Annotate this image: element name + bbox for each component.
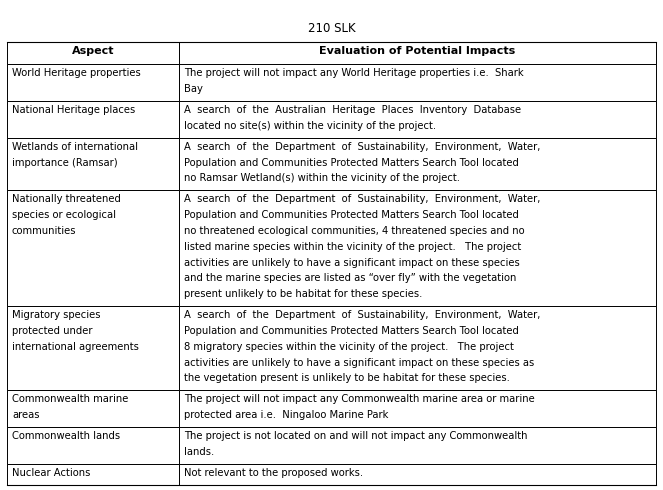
Bar: [179, 138, 656, 190]
Text: protected area i.e.  Ningaloo Marine Park: protected area i.e. Ningaloo Marine Park: [184, 410, 389, 420]
Text: the vegetation present is unlikely to be habitat for these species.: the vegetation present is unlikely to be…: [184, 373, 510, 383]
Bar: [179, 427, 656, 464]
Text: A  search  of  the  Department  of  Sustainability,  Environment,  Water,: A search of the Department of Sustainabi…: [184, 310, 540, 320]
Bar: [7, 101, 179, 138]
Text: areas: areas: [12, 410, 39, 420]
Text: activities are unlikely to have a significant impact on these species: activities are unlikely to have a signif…: [184, 258, 520, 268]
Text: no Ramsar Wetland(s) within the vicinity of the project.: no Ramsar Wetland(s) within the vicinity…: [184, 173, 460, 183]
Bar: [7, 306, 179, 391]
Bar: [7, 64, 179, 101]
Text: A  search  of  the  Department  of  Sustainability,  Environment,  Water,: A search of the Department of Sustainabi…: [184, 142, 540, 152]
Text: Commonwealth lands: Commonwealth lands: [12, 431, 120, 441]
Bar: [7, 190, 179, 306]
Text: Commonwealth marine: Commonwealth marine: [12, 394, 129, 404]
Text: listed marine species within the vicinity of the project.   The project: listed marine species within the vicinit…: [184, 242, 521, 252]
Bar: [179, 190, 656, 306]
Text: international agreements: international agreements: [12, 342, 139, 352]
Text: Population and Communities Protected Matters Search Tool located: Population and Communities Protected Mat…: [184, 326, 519, 336]
Text: Nuclear Actions: Nuclear Actions: [12, 468, 90, 478]
Text: species or ecological: species or ecological: [12, 210, 116, 220]
Text: Bay: Bay: [184, 84, 203, 94]
Text: no threatened ecological communities, 4 threatened species and no: no threatened ecological communities, 4 …: [184, 226, 524, 236]
Text: Migratory species: Migratory species: [12, 310, 100, 320]
Text: protected under: protected under: [12, 326, 92, 336]
Text: World Heritage properties: World Heritage properties: [12, 68, 141, 78]
Text: activities are unlikely to have a significant impact on these species as: activities are unlikely to have a signif…: [184, 358, 534, 368]
Bar: [179, 306, 656, 391]
Bar: [179, 42, 656, 64]
Text: Not relevant to the proposed works.: Not relevant to the proposed works.: [184, 468, 363, 478]
Bar: [179, 464, 656, 485]
Text: communities: communities: [12, 226, 76, 236]
Text: A  search  of  the  Australian  Heritage  Places  Inventory  Database: A search of the Australian Heritage Plac…: [184, 105, 521, 115]
Text: Aspect: Aspect: [72, 46, 114, 56]
Text: Population and Communities Protected Matters Search Tool located: Population and Communities Protected Mat…: [184, 210, 519, 220]
Text: Population and Communities Protected Matters Search Tool located: Population and Communities Protected Mat…: [184, 158, 519, 168]
Bar: [179, 101, 656, 138]
Text: The project will not impact any Commonwealth marine area or marine: The project will not impact any Commonwe…: [184, 394, 535, 404]
Text: A  search  of  the  Department  of  Sustainability,  Environment,  Water,: A search of the Department of Sustainabi…: [184, 195, 540, 204]
Text: lands.: lands.: [184, 447, 214, 457]
Text: and the marine species are listed as “over fly” with the vegetation: and the marine species are listed as “ov…: [184, 273, 516, 283]
Text: The project will not impact any World Heritage properties i.e.  Shark: The project will not impact any World He…: [184, 68, 524, 78]
Text: Nationally threatened: Nationally threatened: [12, 195, 121, 204]
Text: present unlikely to be habitat for these species.: present unlikely to be habitat for these…: [184, 289, 422, 299]
Text: importance (Ramsar): importance (Ramsar): [12, 158, 117, 168]
Text: 8 migratory species within the vicinity of the project.   The project: 8 migratory species within the vicinity …: [184, 342, 514, 352]
Bar: [179, 391, 656, 427]
Bar: [7, 427, 179, 464]
Text: 210 SLK: 210 SLK: [308, 22, 355, 35]
Text: Evaluation of Potential Impacts: Evaluation of Potential Impacts: [320, 46, 516, 56]
Bar: [7, 42, 179, 64]
Text: The project is not located on and will not impact any Commonwealth: The project is not located on and will n…: [184, 431, 528, 441]
Text: Wetlands of international: Wetlands of international: [12, 142, 138, 152]
Text: located no site(s) within the vicinity of the project.: located no site(s) within the vicinity o…: [184, 121, 436, 131]
Text: National Heritage places: National Heritage places: [12, 105, 135, 115]
Bar: [7, 138, 179, 190]
Bar: [7, 391, 179, 427]
Bar: [7, 464, 179, 485]
Bar: [179, 64, 656, 101]
